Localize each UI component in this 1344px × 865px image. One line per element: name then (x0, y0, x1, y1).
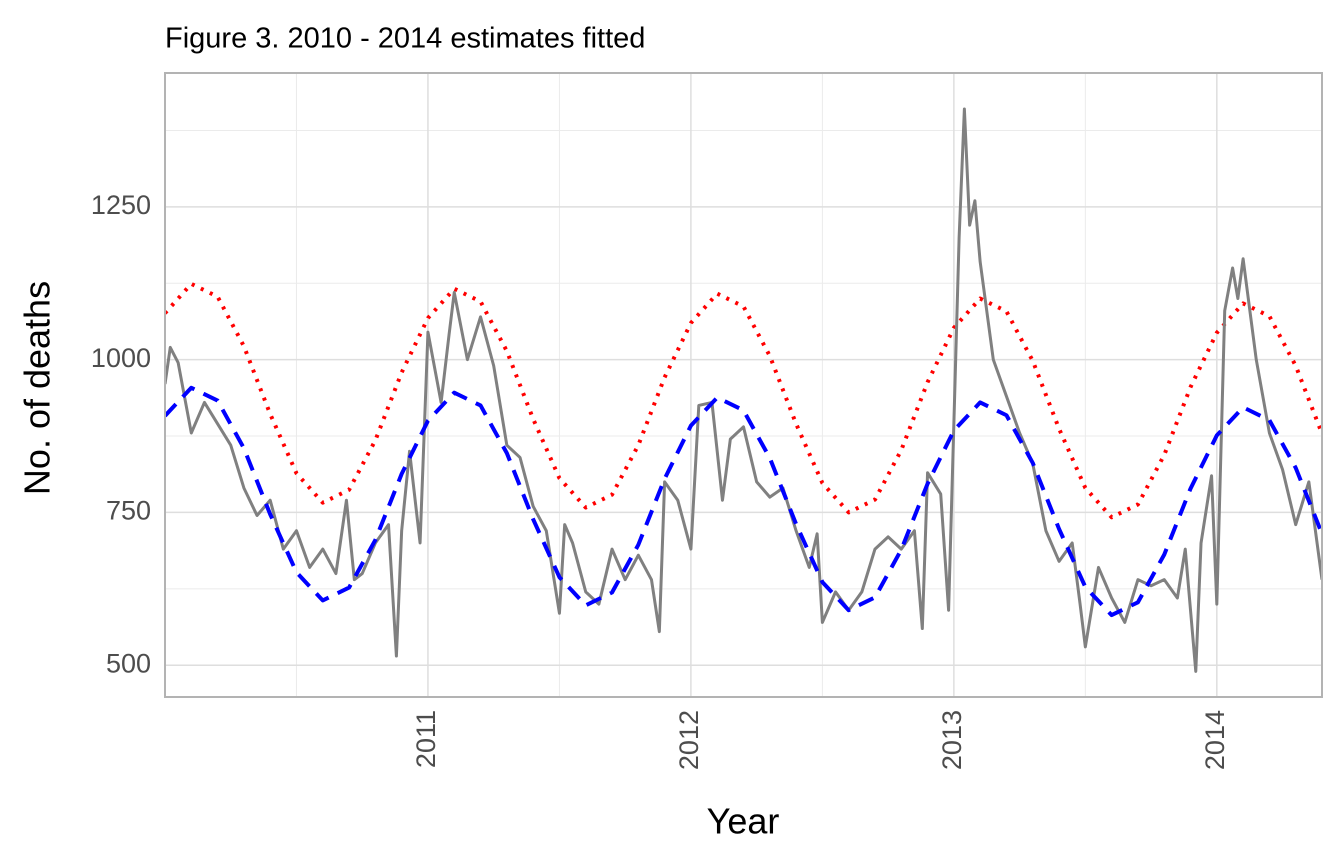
x-tick-label: 2012 (674, 710, 704, 770)
y-tick-label: 1250 (91, 190, 151, 220)
y-tick-label: 750 (106, 496, 151, 526)
data-line (165, 107, 1322, 673)
plot-lines (165, 107, 1322, 673)
grid (165, 73, 1322, 697)
y-tick-label: 500 (106, 648, 151, 678)
chart-title: Figure 3. 2010 - 2014 estimates fitted (165, 23, 645, 55)
data-line (165, 281, 1322, 520)
data-line (165, 385, 1322, 618)
labels: 500 750 1000 1250 2011 2012 2013 2014 (91, 190, 1230, 770)
x-tick-label: 2014 (1200, 710, 1230, 770)
y-tick-label: 1000 (91, 343, 151, 373)
x-tick-label: 2011 (411, 710, 441, 768)
x-axis-label: Year (707, 801, 780, 842)
x-tick-label: 2013 (937, 710, 967, 770)
panel-border (164, 72, 1323, 698)
y-axis-label: No. of deaths (17, 281, 58, 495)
